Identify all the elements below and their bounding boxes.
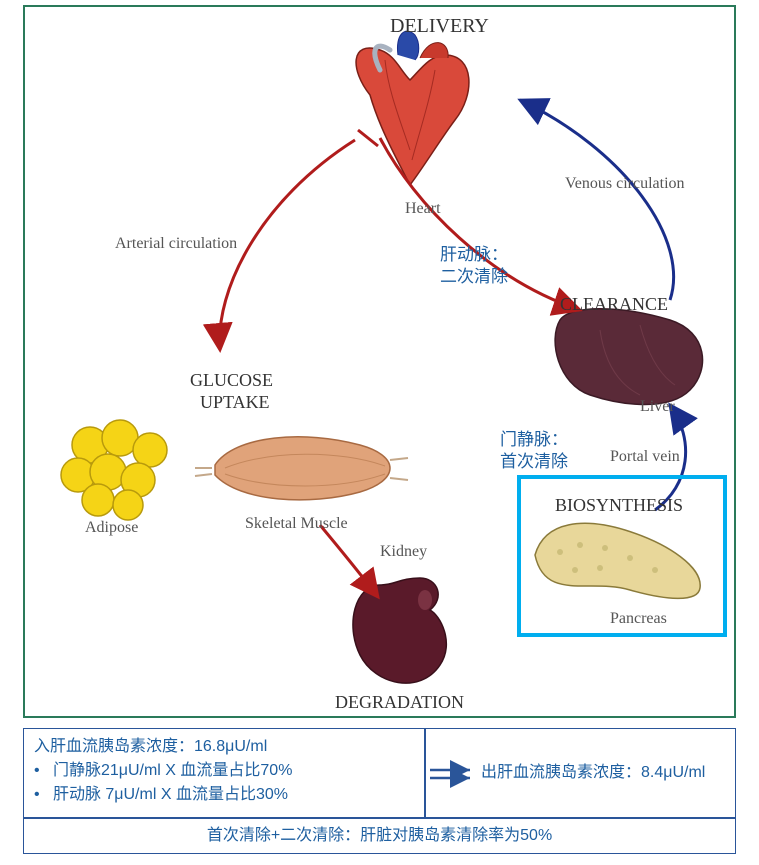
page-root: { "diagram": { "frame": { "x": 23, "y": … [0, 0, 759, 865]
label-liver: Liver [640, 398, 675, 416]
label-arterial: Arterial circulation [115, 235, 237, 253]
calc-right-cell: 出肝血流胰岛素浓度：8.4μU/ml [425, 728, 736, 818]
label-kidney: Kidney [380, 543, 427, 561]
annot-portal-2: 首次清除 [500, 447, 568, 472]
label-degradation: DEGRADATION [335, 692, 464, 713]
calc-l1: 入肝血流胰岛素浓度：16.8μU/ml [34, 735, 414, 759]
label-delivery: DELIVERY [390, 15, 489, 38]
calc-l3: • 肝动脉 7μU/ml X 血流量占比30% [34, 783, 414, 807]
label-glucose: GLUCOSE [190, 370, 273, 391]
label-venous: Venous circulation [565, 175, 685, 193]
calc-bottom-cell: 首次清除+二次清除：肝脏对胰岛素清除率为50% [23, 818, 736, 854]
calc-right-text: 出肝血流胰岛素浓度：8.4μU/ml [481, 761, 705, 785]
annot-hepatic-2: 二次清除 [440, 262, 508, 287]
label-muscle: Skeletal Muscle [245, 515, 348, 533]
calc-l2-text: 门静脉21μU/ml X 血流量占比70% [53, 762, 293, 779]
label-portal: Portal vein [610, 448, 680, 466]
calc-bottom-text: 首次清除+二次清除：肝脏对胰岛素清除率为50% [207, 824, 552, 848]
label-heart: Heart [405, 200, 441, 218]
calc-left-cell: 入肝血流胰岛素浓度：16.8μU/ml • 门静脉21μU/ml X 血流量占比… [23, 728, 425, 818]
calc-l3-text: 肝动脉 7μU/ml X 血流量占比30% [53, 786, 288, 803]
label-pancreas: Pancreas [610, 610, 667, 628]
calc-l2: • 门静脉21μU/ml X 血流量占比70% [34, 759, 414, 783]
label-uptake: UPTAKE [200, 392, 270, 413]
label-clearance: CLEARANCE [560, 294, 668, 315]
label-adipose: Adipose [85, 519, 138, 537]
label-biosynthesis: BIOSYNTHESIS [555, 495, 683, 516]
